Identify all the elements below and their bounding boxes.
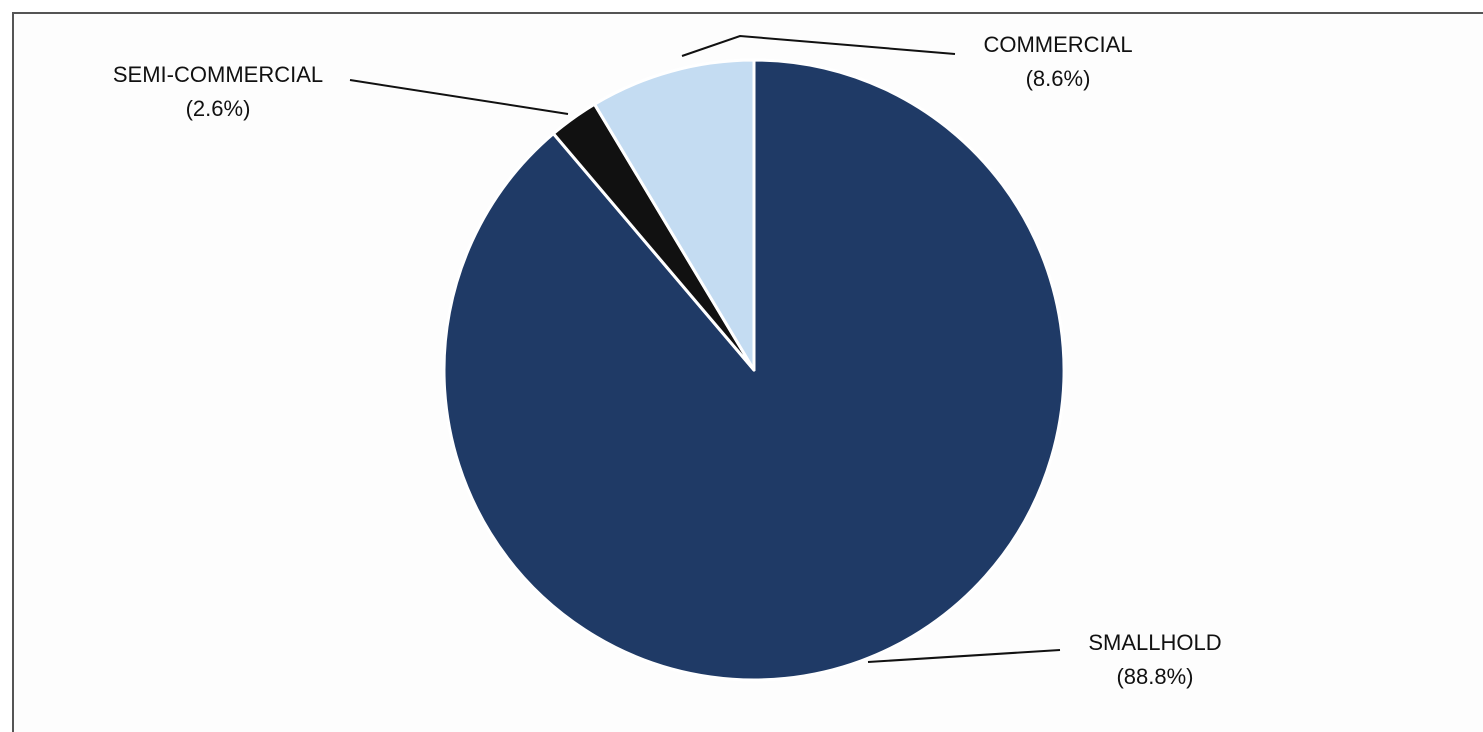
label-smallhold-name: SMALLHOLD xyxy=(1088,630,1221,655)
leader-line-commercial xyxy=(681,34,956,57)
leader-line-smallhold xyxy=(867,649,1061,663)
leader-line-semi-commercial xyxy=(349,79,569,115)
label-semi-commercial-pct: (2.6%) xyxy=(186,96,251,121)
label-commercial-name: COMMERCIAL xyxy=(983,32,1132,57)
pie-slices xyxy=(442,58,1066,682)
leader-lines xyxy=(349,34,1061,663)
label-semi-commercial-name: SEMI-COMMERCIAL xyxy=(113,62,323,87)
label-commercial-pct: (8.6%) xyxy=(1026,66,1091,91)
slice-labels: SMALLHOLD (88.8%) SEMI-COMMERCIAL (2.6%)… xyxy=(113,32,1222,689)
label-smallhold-pct: (88.8%) xyxy=(1116,664,1193,689)
pie-slice-commercial xyxy=(593,58,756,372)
